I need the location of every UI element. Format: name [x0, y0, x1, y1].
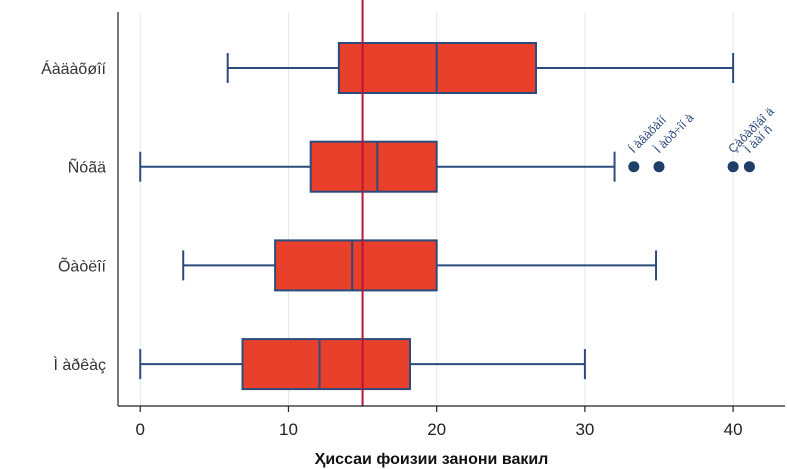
box-group: [139, 338, 586, 391]
x-tick-label: 30: [575, 420, 594, 439]
box-iqr: [274, 239, 438, 292]
outlier-point: [653, 161, 665, 173]
outlier-point: [727, 161, 739, 173]
category-label: Ñóãä: [68, 157, 106, 177]
x-tick-label: 0: [135, 420, 144, 439]
x-tick-label: 20: [427, 420, 446, 439]
category-label: Õàòëîí: [58, 255, 107, 275]
x-tick-label: 40: [724, 420, 743, 439]
x-axis-title: Ҳиссаи фоизии занони вакил: [315, 451, 549, 468]
box-iqr: [309, 140, 438, 193]
box-group: [182, 239, 658, 292]
outlier-point: [628, 161, 640, 173]
box-group: [139, 140, 755, 193]
axis-layer: [117, 12, 785, 407]
box-layer: [139, 42, 755, 391]
box-group: [226, 42, 735, 94]
category-label: Áàäàõøîí: [41, 59, 106, 78]
box-iqr: [241, 338, 411, 391]
outlier-point: [743, 161, 755, 173]
category-label: Ì àðêàç: [54, 355, 106, 374]
x-tick-label: 10: [279, 420, 298, 439]
